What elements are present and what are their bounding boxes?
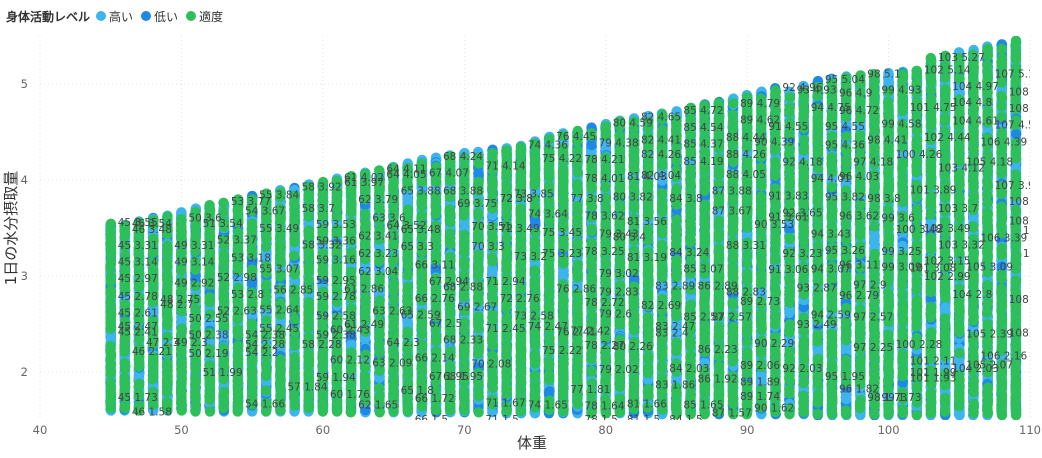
legend-label-moderate: 適度 — [199, 9, 224, 24]
legend-item-high[interactable]: 高い — [96, 8, 133, 25]
data-points — [105, 36, 1022, 420]
legend-item-moderate[interactable]: 適度 — [186, 8, 223, 25]
legend-swatch-high — [96, 11, 107, 21]
legend-item-low[interactable]: 低い — [141, 8, 178, 25]
legend-swatch-low — [141, 11, 152, 21]
legend-label-high: 高い — [109, 9, 134, 24]
legend-title: 身体活動レベル — [6, 9, 91, 24]
legend-swatch-moderate — [186, 11, 197, 21]
legend-label-low: 低い — [154, 9, 179, 24]
legend: 身体活動レベル 高い 低い 適度 — [6, 6, 231, 26]
